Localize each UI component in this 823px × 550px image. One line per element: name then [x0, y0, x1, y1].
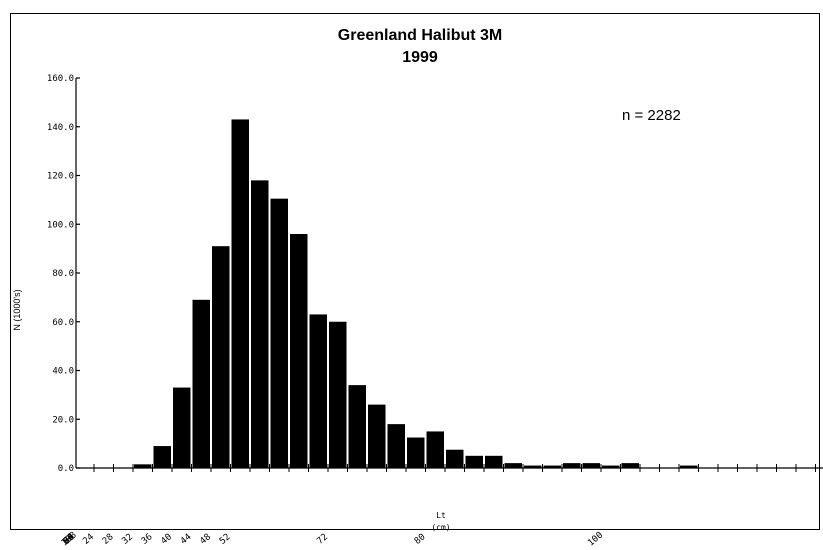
x-axis-label: Lt: [436, 511, 446, 520]
bar: [680, 465, 698, 468]
bar: [543, 465, 561, 468]
bar: [426, 431, 444, 468]
bar: [621, 463, 639, 468]
y-tick-label: 40.0: [52, 367, 74, 377]
x-tick-label: 100: [586, 530, 605, 548]
x-tick-label: 28: [101, 532, 116, 547]
sample-size-annotation: n = 2282: [622, 107, 681, 124]
bar: [485, 455, 503, 468]
bar: [407, 437, 425, 468]
y-tick-label: 0.0: [58, 464, 74, 474]
y-tick-label: 20.0: [52, 415, 74, 425]
chart-subtitle: 1999: [402, 49, 438, 66]
x-tick-label: 108: [60, 530, 79, 548]
bar: [563, 463, 581, 468]
bar: [309, 314, 327, 468]
bar: [602, 465, 620, 468]
bar: [290, 234, 308, 468]
y-tick-label: 120.0: [47, 172, 74, 182]
x-tick-label: 80: [413, 532, 428, 547]
bar: [582, 463, 600, 468]
bar: [212, 246, 230, 468]
y-tick-label: 160.0: [47, 74, 74, 84]
bar: [134, 464, 152, 468]
bar: [504, 463, 522, 468]
bar: [173, 387, 191, 468]
bar: [251, 180, 269, 468]
x-tick-label: 40: [159, 532, 174, 547]
bar: [446, 449, 464, 468]
x-tick-label: 72: [315, 532, 330, 547]
y-tick-label: 60.0: [52, 318, 74, 328]
x-axis-unit: (cm): [431, 523, 450, 532]
chart-frame: [10, 13, 820, 530]
bar: [368, 404, 386, 468]
y-tick-label: 140.0: [47, 123, 74, 133]
bar: [387, 424, 405, 468]
y-axis-label: N (1000's): [12, 289, 22, 330]
bar: [192, 299, 210, 468]
bar: [153, 446, 171, 468]
x-tick-label: 44: [179, 532, 194, 547]
bar: [329, 321, 347, 468]
y-tick-label: 100.0: [47, 220, 74, 230]
x-tick-label: 24: [81, 532, 96, 547]
bar: [231, 119, 249, 468]
x-tick-label: 32: [120, 532, 135, 547]
chart-title: Greenland Halibut 3M: [338, 27, 502, 44]
x-tick-label: 48: [198, 532, 213, 547]
x-tick-label: 36: [140, 532, 155, 547]
x-tick-label: 52: [218, 532, 233, 547]
bar: [524, 465, 542, 468]
y-tick-label: 80.0: [52, 269, 74, 279]
bar: [348, 385, 366, 468]
bar: [270, 198, 288, 468]
bar: [465, 455, 483, 468]
